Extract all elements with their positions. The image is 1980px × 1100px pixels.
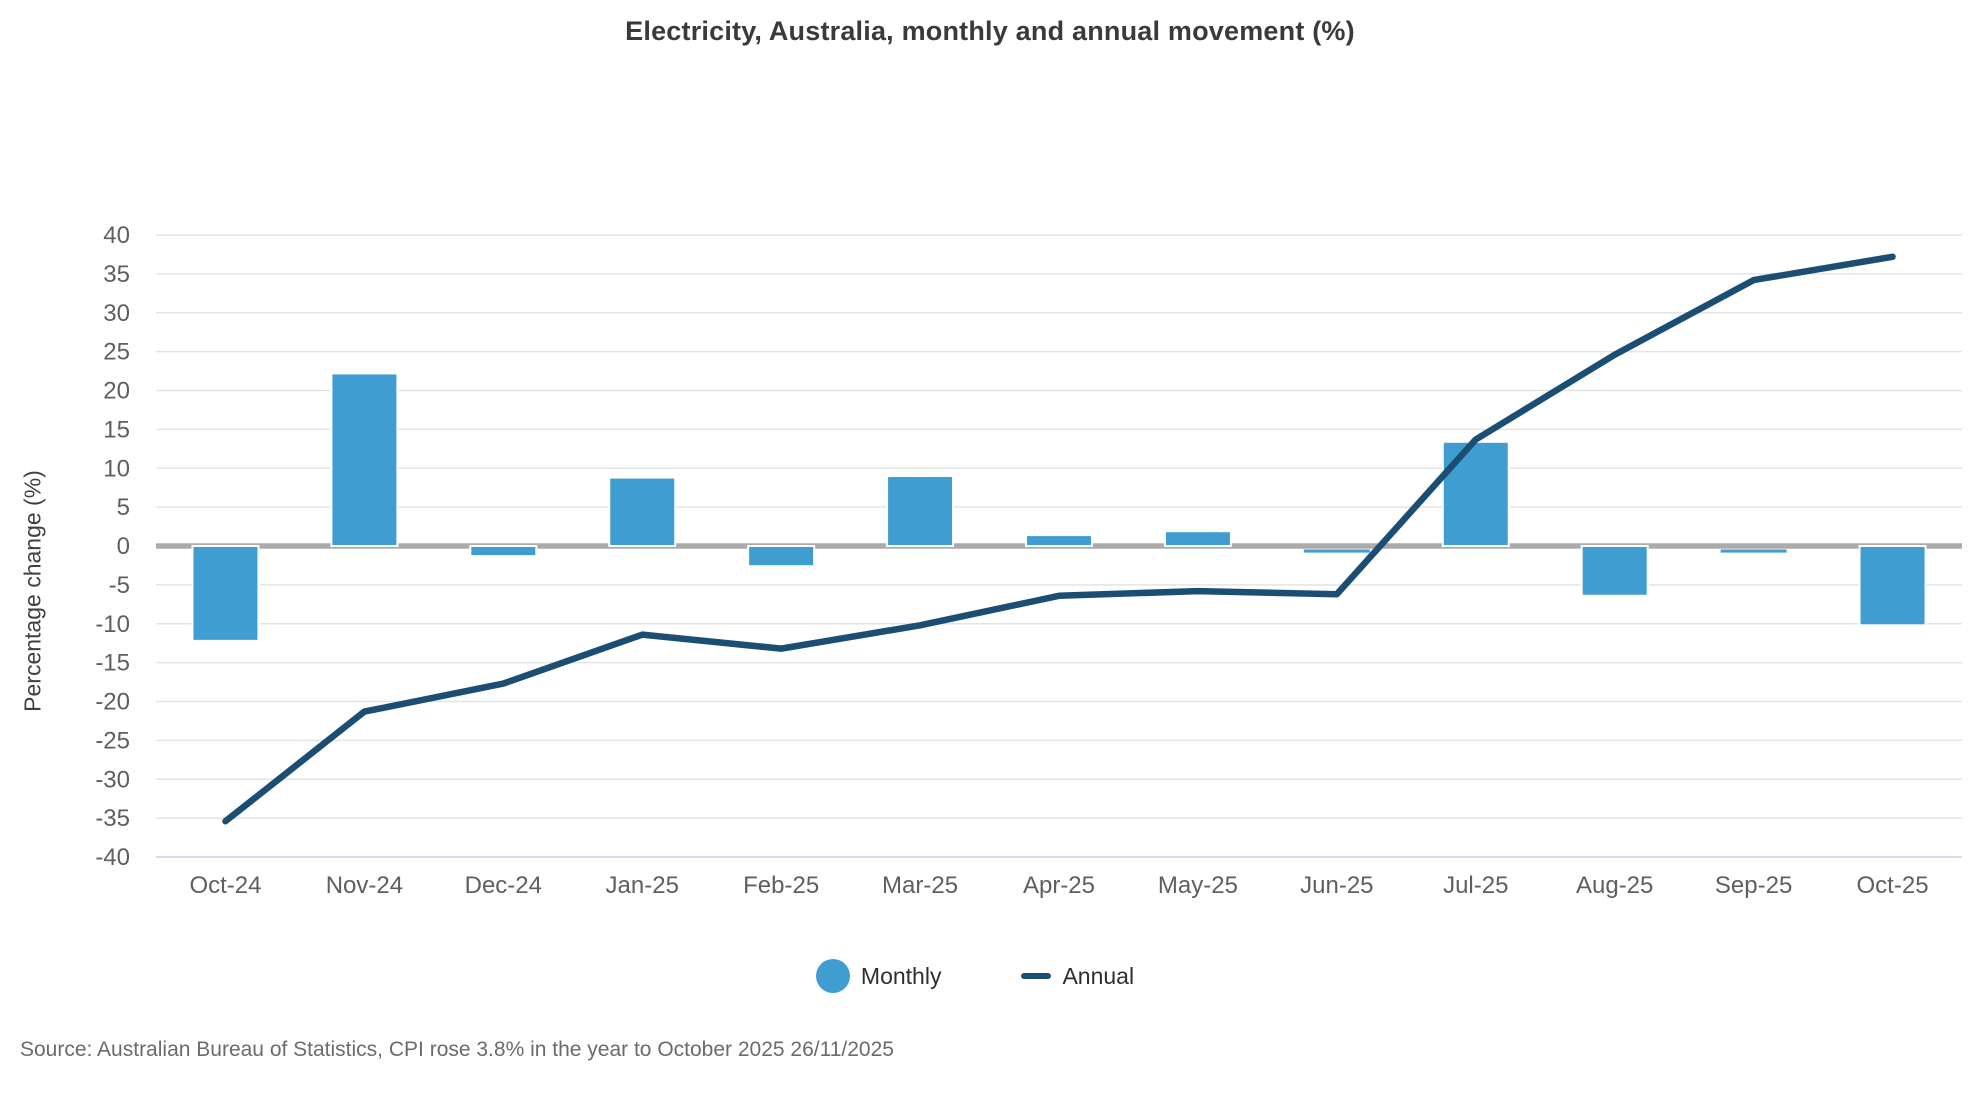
- chart-title: Electricity, Australia, monthly and annu…: [625, 16, 1355, 46]
- y-tick-label: -20: [95, 689, 130, 716]
- bar-Oct-25[interactable]: [1858, 545, 1927, 627]
- x-axis-label: Nov-24: [326, 872, 403, 899]
- y-tick-label: 30: [103, 300, 130, 327]
- y-tick-label: 25: [103, 339, 130, 366]
- y-tick-label: 5: [117, 494, 130, 521]
- x-axis-label: Feb-25: [743, 872, 819, 899]
- bar-Jul-25[interactable]: [1441, 440, 1510, 547]
- legend-item-monthly[interactable]: Monthly: [815, 959, 942, 993]
- annual-line[interactable]: [222, 253, 1896, 825]
- x-axis-label: Aug-25: [1576, 872, 1653, 899]
- x-axis-label: May-25: [1158, 872, 1238, 899]
- bar-Mar-25[interactable]: [886, 475, 955, 547]
- bar-Oct-24[interactable]: [191, 545, 260, 642]
- x-axis-label: Jul-25: [1443, 872, 1508, 899]
- x-axis-label: Sep-25: [1715, 872, 1792, 899]
- source-note: Source: Australian Bureau of Statistics,…: [20, 1038, 894, 1061]
- monthly-series-marker-icon: [815, 959, 850, 993]
- y-tick-label: -35: [95, 805, 130, 832]
- y-tick-label: 0: [117, 533, 130, 560]
- bar-Nov-24[interactable]: [330, 372, 399, 547]
- y-tick-label: -25: [95, 727, 130, 754]
- legend-label-annual: Annual: [1062, 962, 1135, 989]
- bar-Aug-25[interactable]: [1580, 545, 1649, 597]
- y-tick-label: 40: [103, 222, 130, 249]
- y-tick-label: 15: [103, 416, 130, 443]
- bar-Sep-25[interactable]: [1720, 549, 1787, 553]
- y-tick-label: 20: [103, 378, 130, 405]
- y-tick-label: -30: [95, 766, 130, 793]
- bar-Jun-25[interactable]: [1303, 549, 1370, 553]
- y-tick-label: 35: [103, 261, 130, 288]
- bar-Dec-24[interactable]: [469, 545, 538, 558]
- x-axis-label: Dec-24: [465, 872, 542, 899]
- x-axis-label: Oct-24: [189, 872, 261, 899]
- y-tick-label: 10: [103, 455, 130, 482]
- x-axis-label: Apr-25: [1023, 872, 1095, 899]
- x-axis-label: Oct-25: [1857, 872, 1929, 899]
- legend: Monthly Annual: [0, 950, 1965, 1002]
- annual-series-marker-icon: [1021, 973, 1052, 979]
- bar-Feb-25[interactable]: [747, 545, 816, 568]
- y-tick-label: -15: [95, 650, 130, 677]
- y-tick-label: -40: [95, 844, 130, 871]
- legend-label-monthly: Monthly: [860, 962, 942, 989]
- x-axis-label: Mar-25: [882, 872, 958, 899]
- y-tick-label: -5: [109, 572, 130, 599]
- plot-area: 40 35 30 25 20 15 10 5 0 -5 -10 -15 -20 -25 -30 -35 -40 O…: [95, 222, 1962, 899]
- bar-Apr-25[interactable]: [1025, 534, 1093, 547]
- y-tick-label: -10: [95, 611, 130, 638]
- x-axis-label: Jan-25: [606, 872, 679, 899]
- legend-item-annual[interactable]: Annual: [1021, 963, 1134, 990]
- bar-May-25[interactable]: [1163, 530, 1232, 547]
- x-axis-label: Jun-25: [1300, 872, 1373, 899]
- bar-Jan-25[interactable]: [608, 476, 677, 547]
